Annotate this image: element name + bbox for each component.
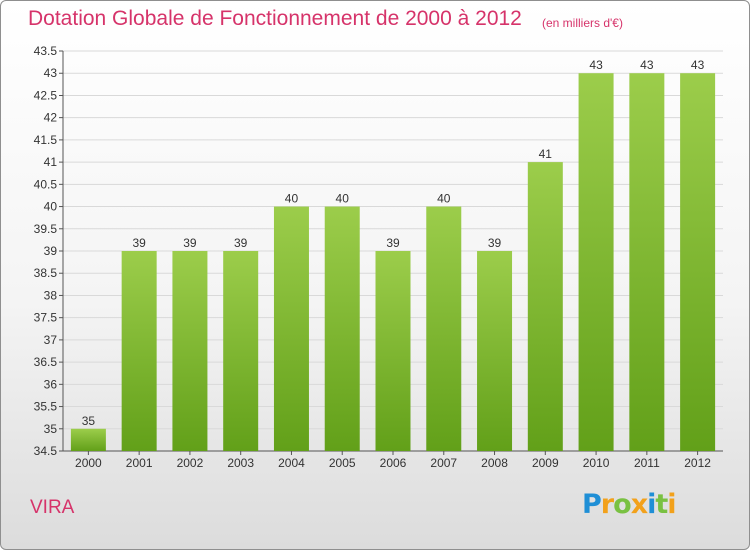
chart-title: Dotation Globale de Fonctionnement de 20… (28, 7, 522, 30)
x-tick-label: 2000 (75, 456, 102, 470)
bar (273, 206, 309, 451)
logo-letter: i (647, 489, 656, 520)
logo-letter: o (613, 489, 632, 520)
proxiti-logo: Proxiti (582, 489, 677, 520)
x-tick-label: 2003 (227, 456, 254, 470)
x-tick-label: 2008 (481, 456, 508, 470)
logo-letter: x (630, 489, 648, 520)
x-tick-label: 2004 (278, 456, 305, 470)
labels: 34.5 35 35.5 36 36.5 37 37.5 38 38.5 39 39.5 40 40.5… (34, 44, 712, 470)
bars (70, 73, 716, 451)
bar-value-label: 39 (488, 236, 502, 250)
logo-letter: r (600, 489, 614, 520)
y-tick-label: 41 (44, 155, 58, 169)
bar-value-label: 43 (589, 58, 603, 72)
y-tick-label: 40 (44, 200, 58, 214)
logo-letter: i (667, 489, 676, 520)
y-tick-label: 35.5 (34, 400, 58, 414)
y-tick-label: 41.5 (34, 133, 58, 147)
bar-value-label: 43 (691, 58, 705, 72)
bar (426, 206, 462, 451)
y-tick-label: 39 (44, 244, 58, 258)
y-tick-label: 43.5 (34, 44, 58, 58)
bar (629, 73, 665, 451)
bar (477, 251, 513, 451)
x-tick-label: 2006 (380, 456, 407, 470)
bar (121, 251, 157, 451)
y-tick-label: 37.5 (34, 311, 58, 325)
y-tick-label: 36.5 (34, 355, 58, 369)
bar-value-label: 40 (336, 192, 350, 206)
x-tick-label: 2010 (583, 456, 610, 470)
bar-value-label: 40 (437, 192, 451, 206)
y-tick-label: 42 (44, 111, 58, 125)
chart-subtitle: (en milliers d'€) (542, 16, 623, 30)
bar-value-label: 39 (183, 236, 197, 250)
y-tick-label: 34.5 (34, 444, 58, 458)
bar (172, 251, 208, 451)
bar-value-label: 39 (132, 236, 146, 250)
bar-value-label: 43 (640, 58, 654, 72)
bar (70, 428, 106, 451)
y-tick-label: 42.5 (34, 88, 58, 102)
x-tick-label: 2002 (177, 456, 204, 470)
bar-value-label: 41 (539, 147, 553, 161)
bar-value-label: 39 (234, 236, 248, 250)
x-tick-label: 2012 (684, 456, 711, 470)
y-tick-label: 40.5 (34, 177, 58, 191)
y-tick-label: 39.5 (34, 222, 58, 236)
bar-value-label: 40 (285, 192, 299, 206)
bar (527, 162, 563, 451)
bar (324, 206, 360, 451)
bar (223, 251, 259, 451)
bar (680, 73, 716, 451)
y-tick-label: 43 (44, 66, 58, 80)
y-tick-label: 35 (44, 422, 58, 436)
x-tick-label: 2011 (634, 456, 660, 470)
commune-name: VIRA (30, 497, 75, 518)
x-tick-label: 2009 (532, 456, 559, 470)
bar (375, 251, 411, 451)
bar-value-label: 39 (386, 236, 400, 250)
x-tick-label: 2001 (126, 456, 153, 470)
x-tick-label: 2005 (329, 456, 356, 470)
x-tick-label: 2007 (430, 456, 457, 470)
y-tick-label: 37 (44, 333, 58, 347)
logo-letter: P (582, 489, 602, 520)
y-tick-label: 38.5 (34, 266, 58, 280)
y-tick-label: 36 (44, 377, 58, 391)
logo-letter: t (655, 489, 668, 520)
bar (578, 73, 614, 451)
bar-value-label: 35 (82, 414, 96, 428)
y-tick-label: 38 (44, 288, 58, 302)
